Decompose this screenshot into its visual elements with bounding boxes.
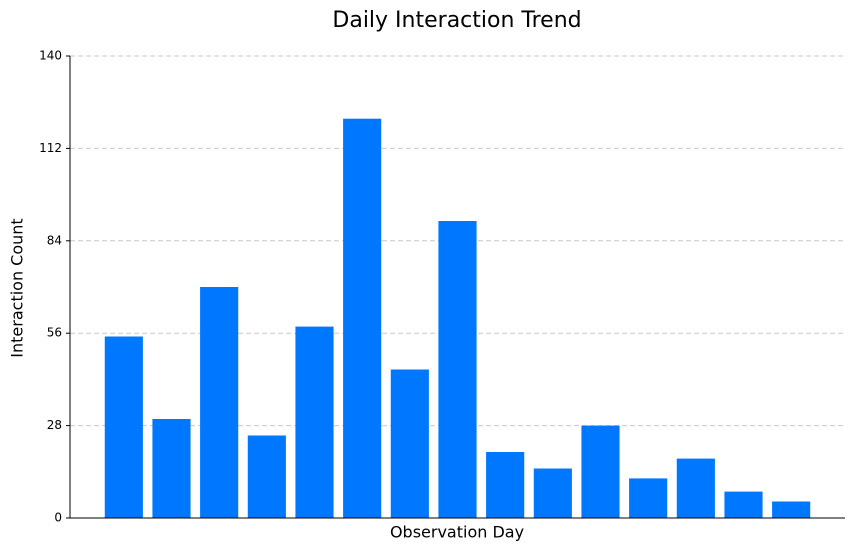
bar bbox=[390, 369, 429, 518]
y-tick-label: 112 bbox=[39, 141, 62, 155]
y-tick-label: 84 bbox=[47, 233, 62, 247]
bar bbox=[581, 425, 620, 518]
bar bbox=[152, 419, 191, 518]
y-tick-label: 140 bbox=[39, 49, 62, 63]
y-tick-label: 28 bbox=[47, 418, 62, 432]
bar bbox=[629, 478, 668, 518]
bar bbox=[343, 118, 382, 518]
bar bbox=[438, 221, 477, 518]
y-axis-label: Interaction Count bbox=[8, 218, 27, 357]
chart-title: Daily Interaction Trend bbox=[332, 8, 581, 33]
y-tick-label: 56 bbox=[47, 326, 62, 340]
bar bbox=[772, 501, 811, 518]
bar bbox=[295, 326, 334, 518]
bar bbox=[247, 435, 286, 518]
y-tick-label: 0 bbox=[54, 511, 62, 525]
x-axis-label: Observation Day bbox=[390, 523, 524, 542]
bar bbox=[724, 491, 763, 518]
bar bbox=[104, 336, 143, 518]
bar bbox=[676, 458, 715, 518]
bar bbox=[533, 468, 572, 518]
bar bbox=[486, 452, 525, 518]
bar bbox=[200, 287, 239, 518]
